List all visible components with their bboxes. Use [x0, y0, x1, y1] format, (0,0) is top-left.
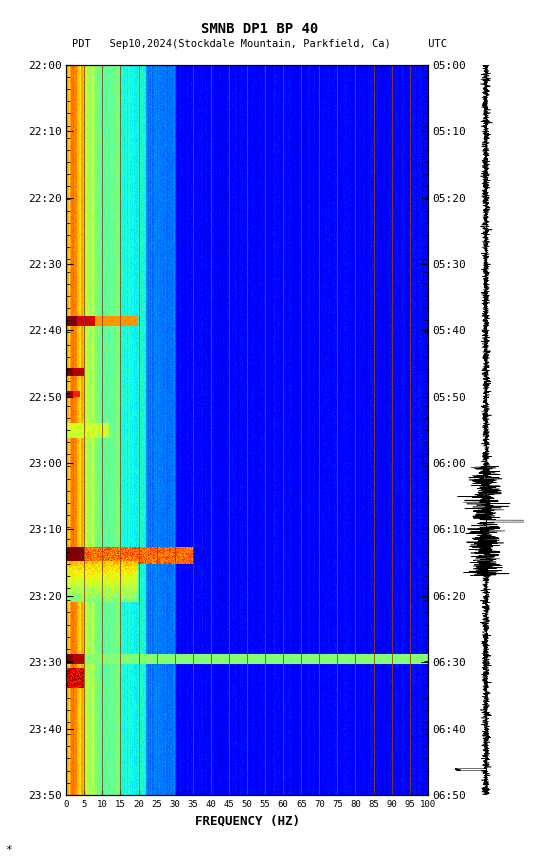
X-axis label: FREQUENCY (HZ): FREQUENCY (HZ) [194, 814, 300, 828]
Text: *: * [6, 845, 12, 855]
Text: PDT   Sep10,2024(Stockdale Mountain, Parkfield, Ca)      UTC: PDT Sep10,2024(Stockdale Mountain, Parkf… [72, 39, 447, 49]
Text: SMNB DP1 BP 40: SMNB DP1 BP 40 [201, 22, 318, 35]
